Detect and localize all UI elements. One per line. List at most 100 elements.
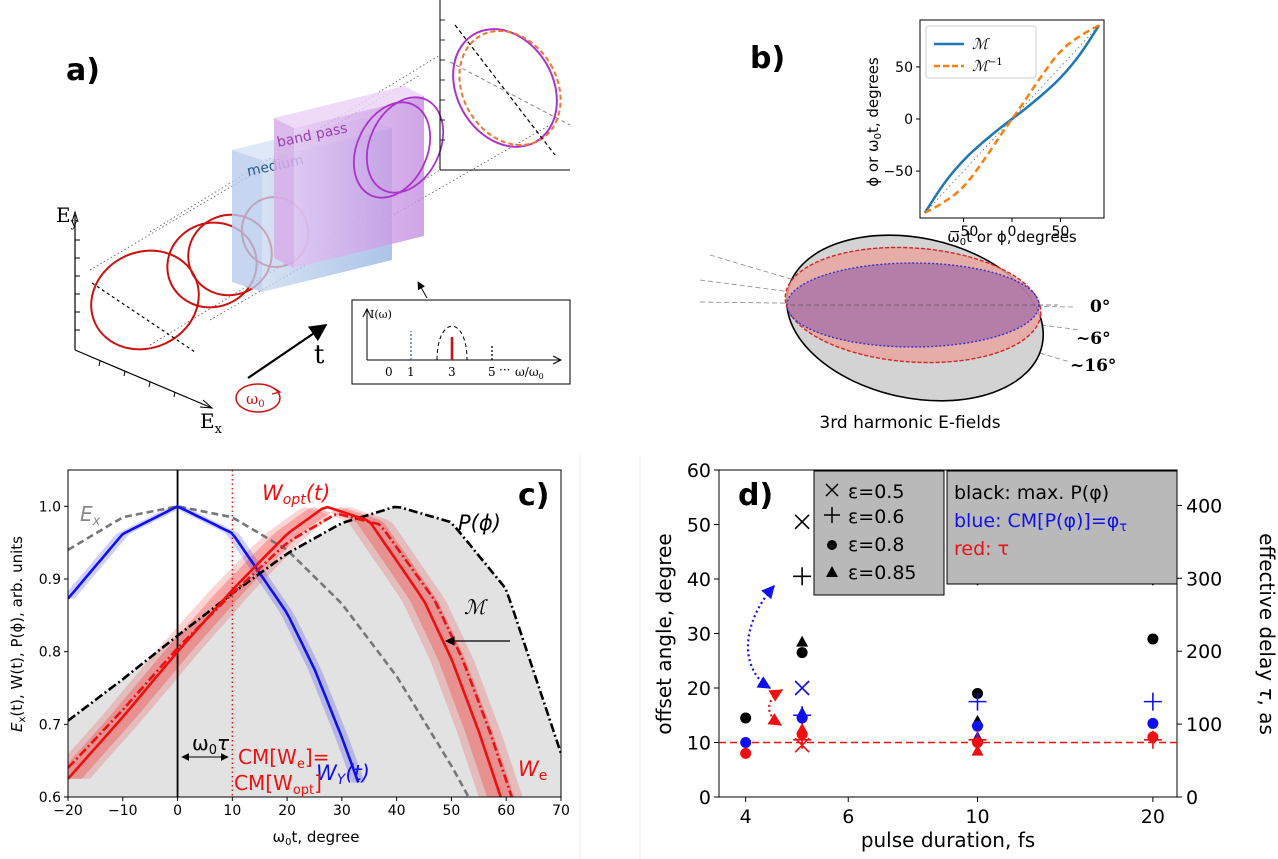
angle-label-0: 0° (1090, 297, 1110, 317)
plot-d-xtick-label: 6 (842, 806, 854, 828)
plot-d-xtick-label: 20 (1141, 806, 1165, 828)
plot-d-ytick-label: 0 (699, 787, 711, 809)
svg-text:0: 0 (385, 365, 393, 379)
plot-b-series-1 (924, 24, 1100, 214)
ex-label: Ex (200, 409, 223, 437)
legend-eps-05: ε=0.5 (848, 481, 904, 503)
plot-c-xlabel: ω0t, degree (273, 828, 360, 848)
pphi-shading (68, 507, 561, 797)
annot-w0tau: ω0τ (192, 731, 230, 758)
plot-d-point-27 (1147, 717, 1159, 729)
plot-d-ytick-right-label: 200 (1186, 641, 1222, 663)
plot-d-ytick-right-label: 400 (1186, 495, 1222, 517)
legend-eps-08: ε=0.8 (848, 534, 904, 556)
plot-c-series-3 (68, 505, 502, 797)
plot-b-ytick-label: 50 (895, 60, 913, 76)
plot-b-series-0 (923, 24, 1101, 214)
plot-d-point-22 (972, 737, 984, 748)
plot-c-xtick-label: 10 (223, 803, 241, 819)
plot-c-shading (68, 506, 561, 797)
plot-c-ytick-label: 0.8 (39, 645, 61, 661)
plot-c-xtick-label: 0 (173, 803, 182, 819)
svg-text:···: ··· (499, 363, 510, 377)
plot-c-ytick-label: 0.9 (39, 572, 61, 588)
purple-polarization-spiral (352, 96, 445, 199)
annot-cm-line2: CM[Wopt] (234, 771, 322, 798)
plot-d-point-10 (796, 712, 808, 724)
plot-d-point-14 (794, 737, 810, 753)
spectrum-inset: I(ω) 0 1 3 5 ··· ω/ω0 (351, 281, 571, 385)
ey-label: Ey (56, 203, 79, 231)
plot-d-point-17 (968, 692, 987, 711)
plot-d-ytick-label: 50 (687, 515, 711, 537)
plot-d-point-19 (972, 720, 984, 732)
plot-c-series-2 (68, 505, 561, 754)
plot-d-point-29 (1143, 730, 1162, 749)
plot-d-ytick-label: 30 (687, 624, 711, 646)
plot-d-point-3 (794, 514, 810, 530)
plot-c-frame (67, 469, 562, 798)
blue-curved-arrow (746, 585, 775, 689)
inset-ylabel: I(ω) (370, 308, 392, 321)
plot-c-xtick-label: 30 (333, 803, 351, 819)
plot-d-point-25 (1147, 633, 1159, 645)
svg-text:5: 5 (488, 365, 496, 379)
panel-a-letter: a) (66, 53, 100, 88)
plot-c-ylabel: Ex(t), W(t), P(ϕ), arb. units (8, 536, 28, 732)
plot-d-ylabel: offset angle, degree (652, 533, 676, 734)
plot-c-series-0 (68, 505, 471, 797)
plot-c-series-1 (68, 505, 360, 783)
plot-c-xtick-label: 20 (278, 803, 296, 819)
plot-b-xlabel: ω0t or ϕ, degrees (947, 228, 1077, 248)
panel-c: −20 −10 0 10 20 30 40 50 60 700.60.70.80.91.0 c) … (8, 469, 570, 848)
svg-text:ω/ω0: ω/ω0 (515, 365, 544, 381)
plot-c-marks (68, 470, 561, 797)
plot-d-ytick-label: 10 (687, 733, 711, 755)
plot-d-point-6 (796, 647, 808, 659)
panel-a: a) Ey Ex (56, 0, 571, 437)
plot-d-ylabel-right: effective delay τ, as (1255, 533, 1278, 735)
time-label: t (314, 340, 325, 370)
harmonic-ellipses: 0° ~6° ~16° (699, 234, 1116, 402)
plot-d-xtick-label: 4 (740, 806, 752, 828)
legend-b-m: ℳ (972, 35, 990, 53)
panel-d-letter: d) (738, 478, 773, 513)
ellipse-caption: 3rd harmonic E-fields (819, 413, 1000, 433)
annot-wopt: Wopt(t) (262, 481, 330, 508)
plot-c-ticks: −20 −10 0 10 20 30 40 50 60 70 0.6 0.7 0.8 0.9 1.0 (39, 499, 570, 819)
angle-label-6: ~6° (1076, 329, 1111, 349)
plot-d-point-1 (740, 737, 752, 748)
red-curved-arrow (767, 689, 784, 726)
annot-wy: WY(t) (316, 761, 370, 788)
plot-c-xtick-label: 70 (552, 803, 570, 819)
plot-d-point-7 (794, 680, 810, 696)
plot-d-ytick-right-label: 100 (1186, 714, 1222, 736)
ex-axis (74, 349, 213, 409)
legend-eps-085: ε=0.85 (848, 562, 917, 584)
panel-c-letter: c) (518, 478, 550, 513)
wopt-band-1 (68, 507, 515, 797)
legend-blue: blue: CM[P(φ)]=φτ (954, 510, 1127, 535)
plot-d-point-0 (740, 712, 752, 724)
angle-label-16: ~16° (1070, 356, 1116, 376)
plot-c-xtick-label: −20 (53, 803, 83, 819)
plot-c-ytick-label: 0.6 (39, 790, 61, 806)
plot-b-ytick-label: 0 (904, 112, 913, 128)
plot-c-ytick-label: 0.7 (39, 717, 61, 733)
plot-d-point-5 (796, 635, 809, 647)
plot-d-ytick-right-label: 300 (1186, 568, 1222, 590)
wy-band (68, 506, 365, 783)
plot-d-ytick-label: 40 (687, 569, 711, 591)
svg-text:3: 3 (448, 365, 456, 379)
omega-rotation-icon: ω0 (235, 383, 282, 413)
plot-d-legend-colors: black: max. P(φ) blue: CM[P(φ)]=φτ red: … (946, 470, 1178, 585)
legend-red: red: τ (954, 538, 1009, 560)
omega-label: ω0 (246, 390, 265, 410)
plot-d-xtick-label: 10 (965, 806, 989, 828)
plot-d-ytick-right-label: 0 (1186, 787, 1198, 809)
annot-m: ℳ (464, 595, 488, 619)
time-arrow (247, 324, 328, 379)
